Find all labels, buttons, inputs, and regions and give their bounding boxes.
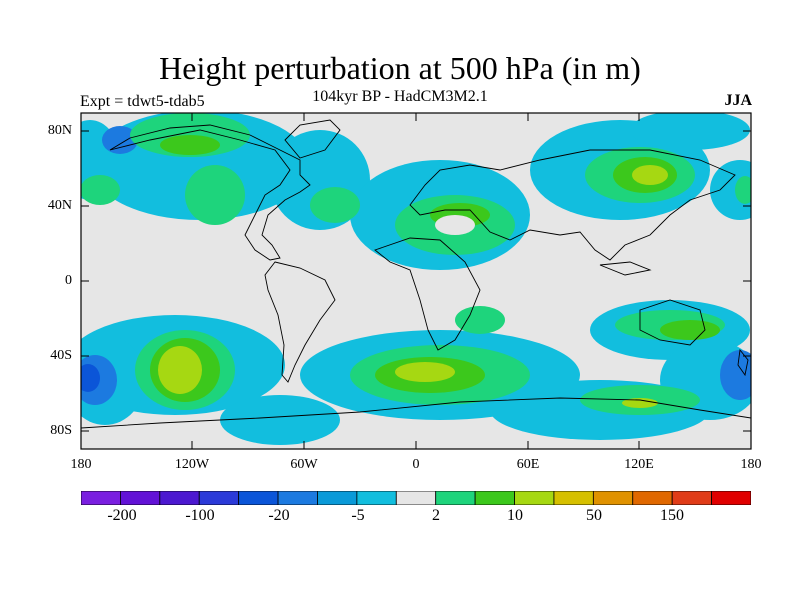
axis-ticks [81, 113, 751, 449]
lat-label-40s: 40S [50, 348, 72, 363]
colorbar-swatch [159, 491, 200, 505]
colorbar-swatch [711, 491, 751, 505]
season-label: JJA [724, 92, 752, 109]
lat-label-40n: 40N [47, 198, 72, 213]
lon-label-60w: 60W [290, 457, 318, 472]
colorbar-label: -5 [351, 507, 365, 524]
lat-label-80n: 80N [47, 123, 72, 138]
colorbar-swatch [514, 491, 555, 505]
colorbar-swatch [435, 491, 476, 505]
colorbar-swatch [120, 491, 161, 505]
colorbar-swatch [317, 491, 358, 505]
colorbar-swatch [238, 491, 279, 505]
colorbar-swatch [474, 491, 515, 505]
map-subtitle: 104kyr BP - HadCM3M2.1 [312, 88, 488, 105]
colorbar-swatch [553, 491, 594, 505]
colorbar-swatch [671, 491, 712, 505]
lon-label-120w: 120W [174, 457, 210, 472]
colorbar-label: -200 [107, 507, 137, 524]
coastlines [81, 119, 751, 429]
colorbar-label: 2 [432, 507, 440, 524]
lat-label-0: 0 [65, 273, 72, 288]
lon-label-0: 0 [412, 457, 420, 472]
experiment-label: Expt = tdwt5-tdab5 [80, 93, 205, 110]
colorbar-label: 10 [507, 507, 523, 524]
colorbar-label: 50 [586, 507, 602, 524]
lon-label-180e: 180 [740, 457, 762, 472]
colorbar [81, 491, 751, 505]
colorbar-label: -100 [185, 507, 215, 524]
colorbar-label: 150 [660, 507, 684, 524]
colorbar-swatch [395, 491, 437, 505]
colorbar-swatch [632, 491, 673, 505]
colorbar-swatch [277, 491, 318, 505]
contour-field [81, 113, 751, 449]
colorbar-swatch [198, 491, 240, 505]
lat-label-80s: 80S [50, 423, 72, 438]
colorbar-label: -20 [268, 507, 290, 524]
lon-label-180w: 180 [70, 457, 92, 472]
lon-label-60e: 60E [516, 457, 540, 472]
colorbar-swatch [81, 491, 121, 505]
map-title: Height perturbation at 500 hPa (in m) [159, 50, 641, 86]
lon-label-120e: 120E [624, 457, 654, 472]
colorbar-swatch [592, 491, 634, 505]
colorbar-swatch [356, 491, 397, 505]
